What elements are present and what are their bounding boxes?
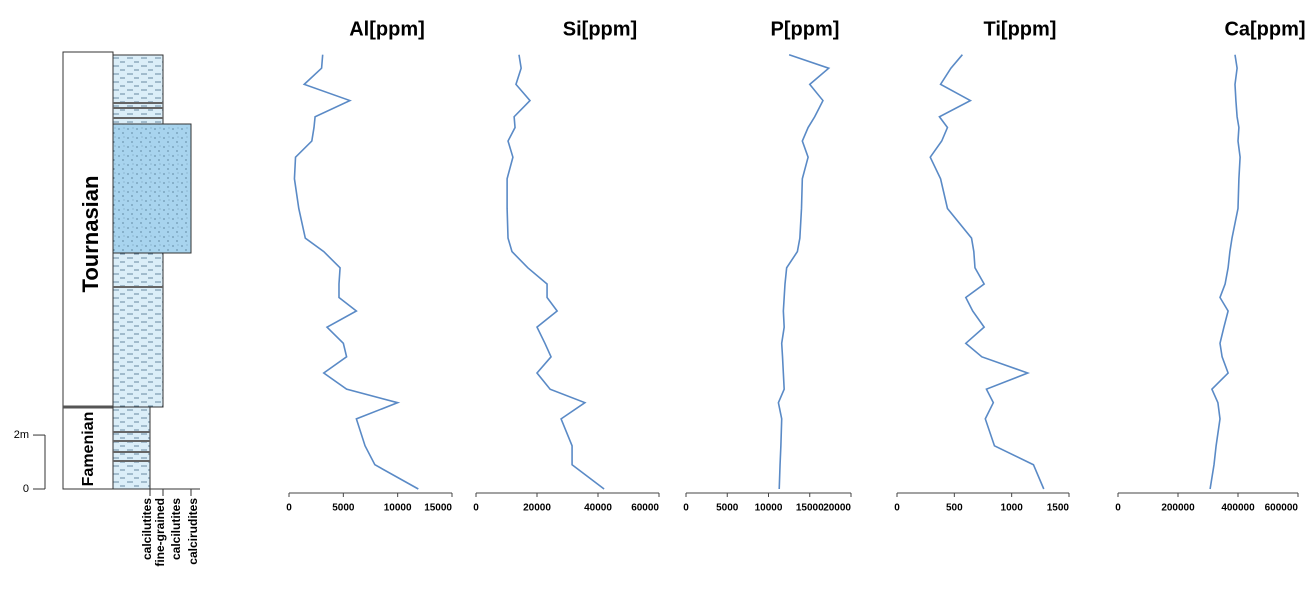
x-tick-label: 0	[683, 503, 689, 514]
chart-title: Al[ppm]	[349, 18, 425, 40]
profile-line	[506, 54, 605, 490]
x-tick-label: 600000	[1265, 503, 1299, 514]
x-tick-label: 0	[286, 503, 292, 514]
x-tick-label: 0	[894, 503, 900, 514]
x-tick-label: 5000	[332, 503, 355, 514]
chart-title: P[ppm]	[771, 18, 840, 40]
x-tick-label: 5000	[716, 503, 739, 514]
lithology-calcilutite	[112, 406, 151, 490]
x-tick-label: 20000	[523, 503, 551, 514]
x-tick-label: 10000	[384, 503, 412, 514]
lithology-label: calcirudites	[186, 498, 200, 565]
lithology-label: fine-grained	[153, 498, 167, 567]
unit-box	[62, 406, 114, 490]
unit-label: Tournasian	[78, 176, 103, 293]
x-tick-label: 400000	[1221, 503, 1255, 514]
x-tick-label: 15000	[796, 503, 824, 514]
x-tick-label: 0	[1115, 503, 1121, 514]
x-tick-label: 0	[473, 503, 479, 514]
x-tick-label: 15000	[424, 503, 452, 514]
chart-title: Ca[ppm]	[1224, 18, 1305, 40]
unit-label: Famenian	[80, 412, 97, 487]
x-tick-label: 20000	[823, 503, 851, 514]
x-tick-label: 200000	[1161, 503, 1195, 514]
profile-line	[293, 54, 419, 490]
unit-box	[62, 51, 114, 408]
profile-line	[777, 53, 831, 490]
lithology-label: calcilutites	[169, 498, 183, 560]
y-tick-label: 2m	[14, 429, 29, 441]
x-tick-label: 40000	[584, 503, 612, 514]
lithology-label: calcilutites	[140, 498, 154, 560]
y-tick-label: 0	[23, 483, 29, 495]
strat-column: Tournasian Famenian calcilutites fine-gr…	[62, 51, 200, 567]
x-tick-label: 10000	[755, 503, 783, 514]
lithology-fine	[112, 123, 192, 254]
chart-title: Si[ppm]	[563, 18, 637, 40]
profile-line	[929, 54, 1045, 490]
x-tick-label: 500	[946, 503, 963, 514]
x-tick-label: 60000	[631, 503, 659, 514]
profile-line	[1209, 54, 1241, 490]
beds	[113, 102, 163, 462]
x-tick-label: 1000	[1001, 503, 1024, 514]
x-tick-label: 1500	[1047, 503, 1070, 514]
chart-title: Ti[ppm]	[984, 18, 1057, 40]
